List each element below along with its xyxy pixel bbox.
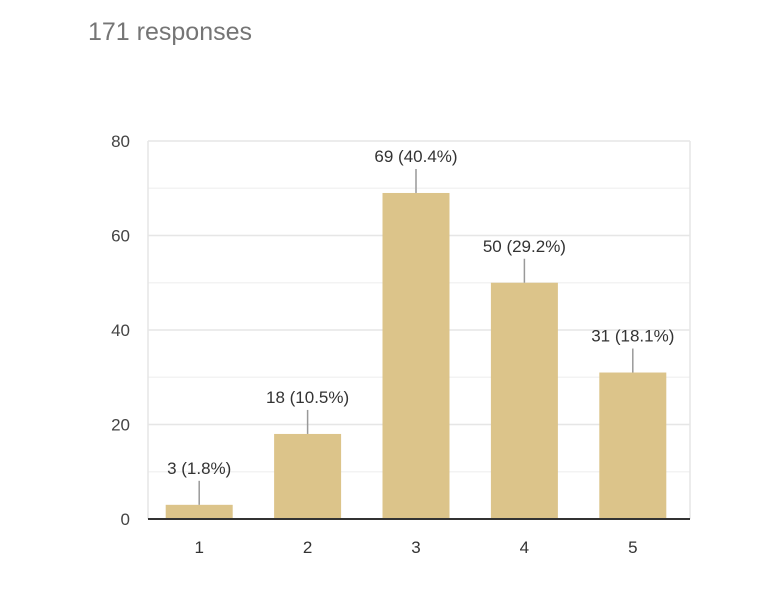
bar <box>165 504 233 519</box>
x-tick-label: 5 <box>628 538 637 557</box>
y-tick-label: 40 <box>111 321 130 340</box>
x-tick-label: 1 <box>194 538 203 557</box>
y-tick-label: 60 <box>111 227 130 246</box>
bar <box>274 433 342 519</box>
x-tick-label: 2 <box>303 538 312 557</box>
bar <box>599 372 667 519</box>
data-label: 50 (29.2%) <box>483 237 566 256</box>
response-count: 171 responses <box>88 18 253 46</box>
data-label: 31 (18.1%) <box>591 327 674 346</box>
x-tick-label: 4 <box>520 538 529 557</box>
bar <box>490 282 558 519</box>
data-label: 69 (40.4%) <box>374 147 457 166</box>
data-label: 3 (1.8%) <box>167 459 231 478</box>
data-label: 18 (10.5%) <box>266 388 349 407</box>
x-tick-label: 3 <box>411 538 420 557</box>
y-tick-label: 80 <box>111 132 130 151</box>
y-tick-label: 0 <box>121 510 130 529</box>
y-tick-label: 20 <box>111 416 130 435</box>
bar <box>382 192 450 519</box>
